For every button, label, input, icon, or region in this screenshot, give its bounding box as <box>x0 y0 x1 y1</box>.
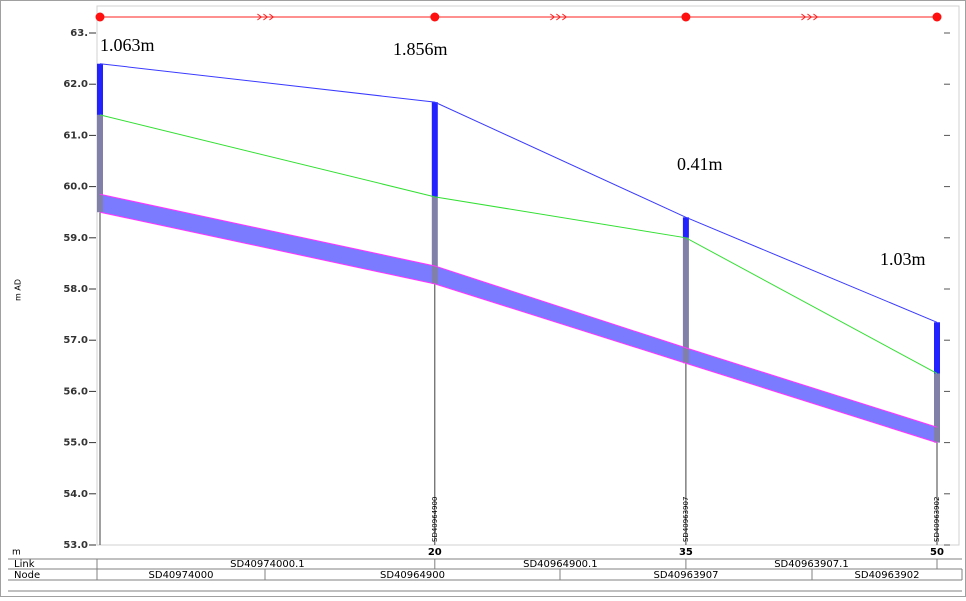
series-line <box>99 114 938 374</box>
depth-label: 1.063m <box>100 35 155 55</box>
route-node <box>430 12 440 22</box>
route-node <box>95 12 105 22</box>
manhole-lower <box>431 196 438 284</box>
node-label: SD40964900 <box>431 497 439 542</box>
series-line <box>99 63 938 323</box>
node-cell: SD40964900 <box>380 570 445 581</box>
manhole-upper <box>934 322 940 374</box>
pipe-band <box>434 265 686 364</box>
pipe-band <box>685 347 937 443</box>
y-tick-label: 56.0 <box>63 386 88 397</box>
series-line <box>99 193 938 428</box>
depth-label: 1.856m <box>393 39 448 59</box>
manhole-upper <box>97 63 103 115</box>
x-axis-label: m <box>12 548 21 558</box>
x-tick-label: 20 <box>428 547 442 558</box>
y-tick-label: 54.0 <box>63 489 88 500</box>
y-tick-label: 62.0 <box>63 79 88 90</box>
manhole-lower <box>97 114 103 213</box>
y-tick-label: 53.0 <box>63 540 88 551</box>
route-node <box>932 12 942 22</box>
route-arrow <box>550 13 568 21</box>
link-cell: SD40963907.1 <box>774 559 849 570</box>
x-tick-label: 35 <box>679 547 693 558</box>
manhole-lower <box>682 237 689 364</box>
pipe-band <box>100 194 435 284</box>
table-header: Node <box>14 570 40 581</box>
manhole-lower <box>934 373 940 443</box>
y-tick-label: 59.0 <box>63 233 88 244</box>
y-tick-label: 61.0 <box>63 130 88 141</box>
x-tick-label: 50 <box>930 547 944 558</box>
manhole-upper <box>431 102 438 197</box>
route-arrow <box>257 13 275 21</box>
depth-label: 1.03m <box>880 249 926 269</box>
y-tick-label: 63. <box>70 28 88 39</box>
node-cell: SD40963902 <box>855 570 920 581</box>
depth-label: 0.41m <box>677 154 723 174</box>
route-arrow <box>801 13 819 21</box>
link-cell: SD40974000.1 <box>230 559 305 570</box>
node-cell: SD40963907 <box>654 570 719 581</box>
y-tick-label: 57.0 <box>63 335 88 346</box>
table-header: Link <box>14 559 35 570</box>
series-line <box>99 211 938 444</box>
route-node <box>681 12 691 22</box>
node-label: SD40963907 <box>682 497 690 542</box>
node-label: SD40963902 <box>933 497 941 542</box>
link-cell: SD40964900.1 <box>523 559 598 570</box>
plot-frame <box>96 5 960 546</box>
y-tick-label: 58.0 <box>63 284 88 295</box>
y-tick-label: 60.0 <box>63 182 88 193</box>
y-axis-label: m AD <box>14 279 23 301</box>
y-tick-label: 55.0 <box>63 438 88 449</box>
node-cell: SD40974000 <box>149 570 214 581</box>
manhole-upper <box>682 217 689 238</box>
